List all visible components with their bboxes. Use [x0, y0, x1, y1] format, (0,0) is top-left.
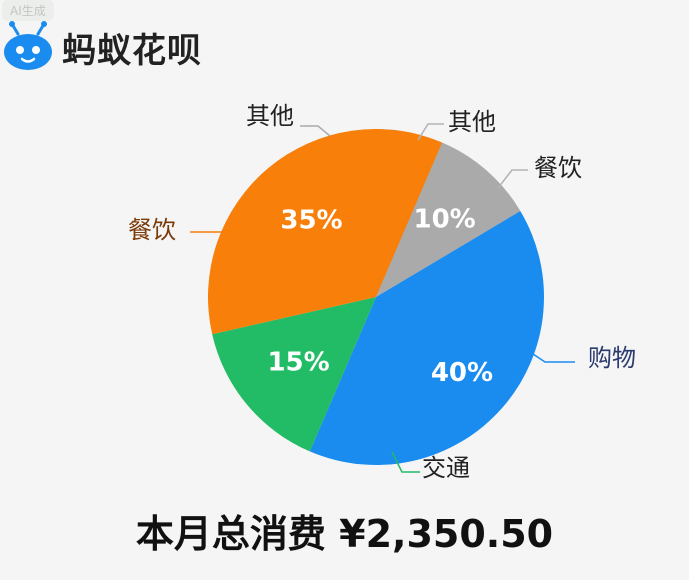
- leader-line-extra-2: [497, 169, 528, 189]
- ant-mascot-icon: [4, 21, 52, 70]
- pie-slice-4: [376, 142, 521, 297]
- pie-slice-1: [309, 210, 544, 465]
- total-spending: 本月总消费 ¥2,350.50: [135, 512, 554, 556]
- category-label-1: 购物: [588, 344, 636, 372]
- data-label-3: 35%: [280, 206, 342, 236]
- watermark: AI生成: [2, 0, 54, 21]
- category-label-2: 交通: [422, 454, 470, 482]
- leader-line-1: [529, 351, 575, 363]
- brand-name: 蚂蚁花呗: [62, 30, 202, 71]
- pie-slice-3: [207, 129, 443, 335]
- pie-slice-2: [212, 297, 376, 452]
- leader-line-2: [391, 451, 420, 473]
- leader-line-4: [300, 125, 331, 137]
- extra-label-2: 餐饮: [534, 154, 582, 182]
- leader-line-extra-1: [417, 123, 444, 141]
- category-label-3: 餐饮: [128, 216, 176, 244]
- extra-label-1: 其他: [448, 108, 496, 136]
- data-label-1: 40%: [431, 358, 493, 388]
- data-label-4: 10%: [413, 205, 475, 235]
- category-label-4: 其他: [246, 102, 294, 130]
- brand-header: 蚂蚁花呗: [0, 20, 202, 74]
- data-label-2: 15%: [267, 348, 329, 378]
